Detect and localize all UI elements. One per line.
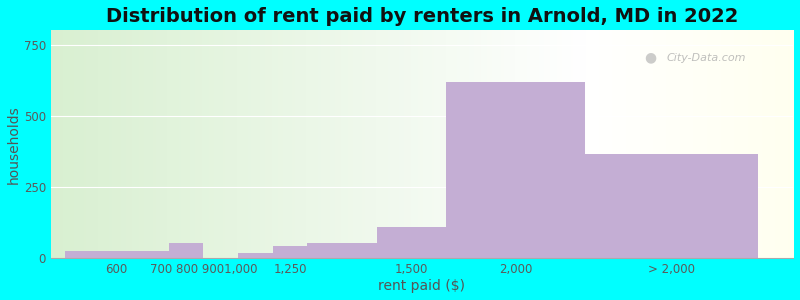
Bar — [377, 227, 446, 258]
Bar — [307, 243, 377, 258]
Bar — [446, 82, 585, 258]
Y-axis label: households: households — [7, 105, 21, 184]
Bar — [238, 253, 273, 258]
Text: City-Data.com: City-Data.com — [667, 53, 746, 63]
Bar — [273, 246, 307, 258]
Bar — [65, 251, 169, 258]
Bar — [585, 154, 758, 258]
Bar — [169, 243, 203, 258]
Title: Distribution of rent paid by renters in Arnold, MD in 2022: Distribution of rent paid by renters in … — [106, 7, 738, 26]
X-axis label: rent paid ($): rent paid ($) — [378, 279, 466, 293]
Text: ●: ● — [645, 51, 657, 65]
